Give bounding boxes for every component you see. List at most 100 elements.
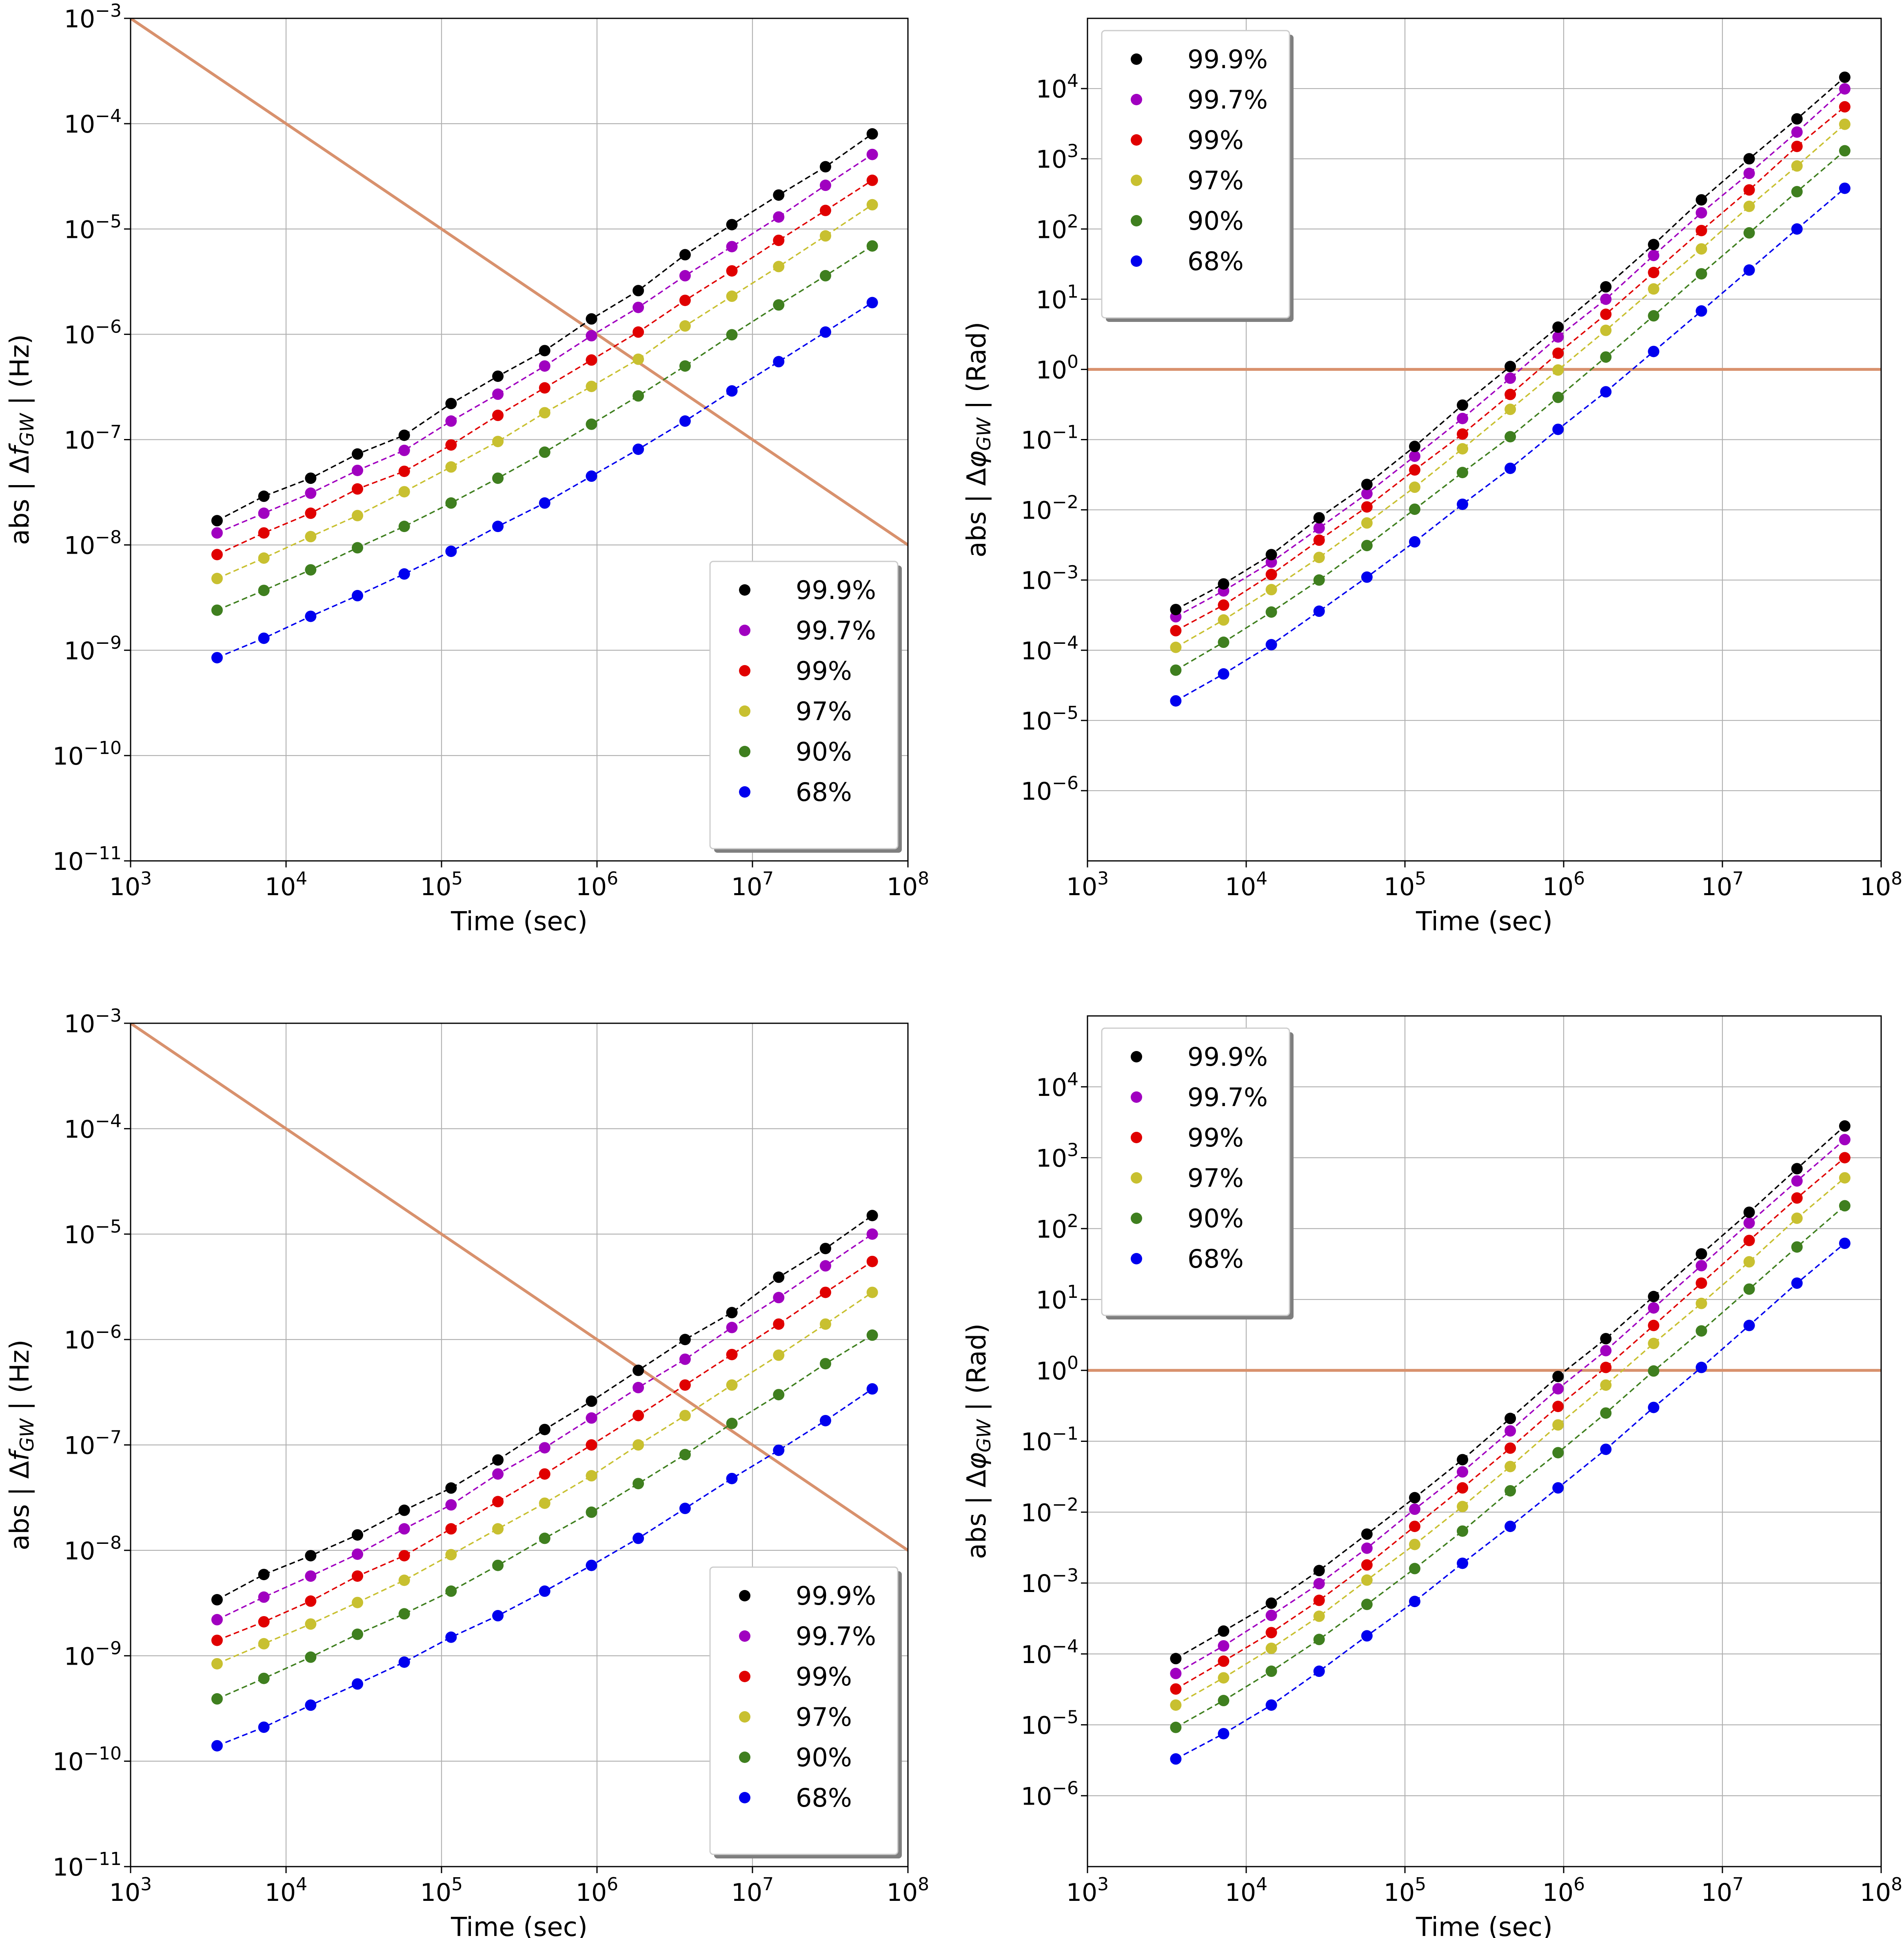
- legend-marker: [739, 584, 750, 596]
- data-point: [1313, 1610, 1325, 1622]
- data-point: [819, 161, 831, 173]
- panel-top-right-phase: 103 104 105 106 107 108 10−6 10−5 10−4 10−3 10−2 10…: [962, 18, 1902, 937]
- axes-frame: [1087, 18, 1882, 862]
- data-point: [539, 345, 550, 357]
- data-point: [1409, 503, 1420, 515]
- data-point: [1265, 584, 1277, 596]
- data-point: [1457, 1525, 1469, 1537]
- data-point: [1648, 1302, 1660, 1314]
- data-point: [492, 436, 504, 448]
- y-tick-label: 10−7: [64, 422, 122, 455]
- data-point: [1457, 412, 1469, 424]
- data-point: [866, 240, 878, 252]
- data-point: [211, 1740, 223, 1752]
- y-tick-label: 10−10: [53, 1743, 122, 1776]
- data-point: [1791, 186, 1803, 197]
- data-point: [305, 1550, 317, 1561]
- y-tick-label: 10−1: [1021, 422, 1078, 455]
- data-point: [1170, 1753, 1182, 1765]
- data-point: [445, 497, 457, 509]
- data-point: [305, 564, 317, 576]
- data-point: [1218, 1728, 1229, 1740]
- data-point: [1265, 1642, 1277, 1654]
- data-point: [819, 1243, 831, 1255]
- data-point: [398, 1656, 410, 1668]
- legend-label: 99.7%: [1187, 85, 1268, 115]
- data-point: [1839, 1237, 1851, 1249]
- data-point: [819, 1318, 831, 1330]
- legend-label: 68%: [796, 777, 852, 807]
- data-point: [1361, 1542, 1373, 1554]
- data-point: [1313, 522, 1325, 534]
- data-point: [492, 1496, 504, 1508]
- data-point: [445, 461, 457, 473]
- data-point: [1600, 1444, 1612, 1455]
- x-axis-label: Time (sec): [1416, 1912, 1553, 1938]
- data-point: [539, 360, 550, 372]
- data-point: [819, 1286, 831, 1298]
- data-point: [1552, 424, 1564, 435]
- data-point: [819, 180, 831, 191]
- y-tick-label: 10−4: [64, 1111, 122, 1144]
- y-tick-label: 10−7: [64, 1427, 122, 1460]
- data-point: [492, 410, 504, 421]
- data-point: [1743, 1206, 1755, 1218]
- data-point: [398, 521, 410, 532]
- y-tick-label: 10−11: [53, 1849, 122, 1882]
- y-tick-label: 10−8: [64, 527, 122, 560]
- data-point: [1791, 140, 1803, 152]
- data-point: [586, 1470, 597, 1482]
- data-point: [1170, 1699, 1182, 1711]
- data-point: [1218, 1640, 1229, 1652]
- x-tick-label: 103: [109, 1874, 152, 1907]
- data-point: [211, 1594, 223, 1605]
- data-point: [258, 527, 270, 539]
- x-tick-label: 106: [1542, 868, 1585, 901]
- reference-line: [131, 1023, 908, 1552]
- data-point: [1170, 641, 1182, 653]
- legend-box: [1101, 1027, 1290, 1316]
- data-point: [258, 507, 270, 519]
- y-tick-label: 10−4: [64, 106, 122, 139]
- data-point: [1648, 310, 1660, 322]
- data-point: [1457, 399, 1469, 411]
- data-point: [773, 1349, 785, 1361]
- data-point: [726, 265, 738, 277]
- data-point: [632, 1381, 644, 1393]
- legend-marker: [739, 625, 750, 636]
- data-point: [445, 1549, 457, 1561]
- data-point: [586, 1506, 597, 1518]
- data-point: [1265, 1610, 1277, 1621]
- axes-frame: [130, 18, 909, 862]
- data-point: [1457, 1466, 1469, 1478]
- y-tick-label: 10−6: [1021, 1778, 1078, 1811]
- y-tick-label: 10−6: [64, 1322, 122, 1355]
- legend: 99.9% 99.7% 99% 97% 90% 68%: [1101, 1027, 1294, 1319]
- data-point: [1218, 668, 1229, 680]
- data-point: [211, 572, 223, 584]
- data-point: [726, 1307, 738, 1319]
- data-point: [819, 1358, 831, 1370]
- data-point: [1313, 534, 1325, 546]
- data-point: [866, 1329, 878, 1341]
- data-point: [773, 299, 785, 311]
- series-group: [1170, 71, 1851, 707]
- data-point: [866, 174, 878, 186]
- x-tick-label: 103: [1066, 868, 1109, 901]
- y-tick-label: 103: [1036, 141, 1078, 174]
- data-point: [398, 1523, 410, 1535]
- data-point: [1695, 243, 1707, 255]
- data-point: [632, 285, 644, 297]
- legend-label: 90%: [796, 1743, 852, 1772]
- data-point: [445, 1585, 457, 1597]
- data-point: [1839, 101, 1851, 113]
- panel-bottom-right-phase: 103 104 105 106 107 108 10−6 10−5 10−4 10−3 10−2 10…: [962, 1015, 1902, 1938]
- data-point: [1600, 308, 1612, 320]
- reference-line: [131, 18, 908, 546]
- legend-label: 90%: [1187, 1204, 1244, 1233]
- data-point: [679, 1334, 691, 1346]
- data-point: [1791, 223, 1803, 235]
- data-point: [1505, 1485, 1516, 1497]
- data-point: [305, 487, 317, 499]
- x-tick-label: 108: [887, 868, 929, 901]
